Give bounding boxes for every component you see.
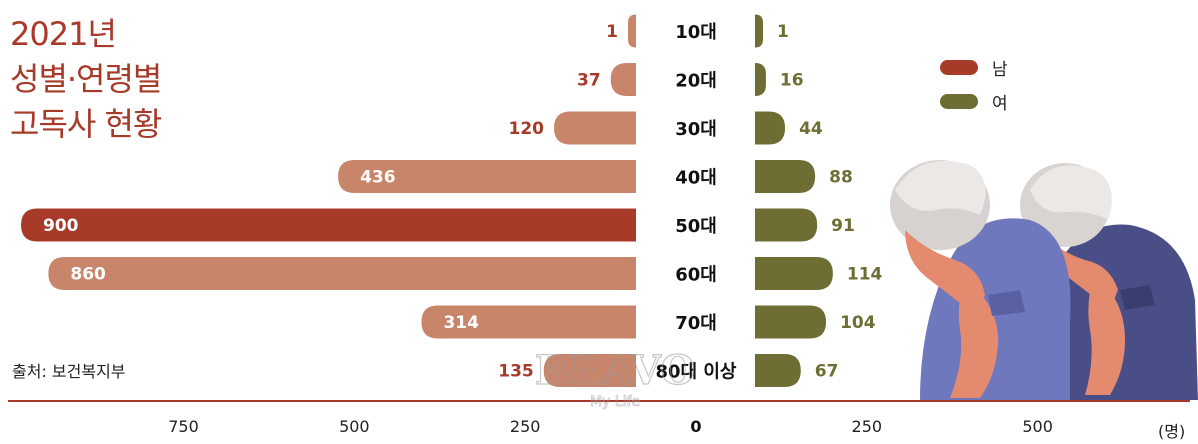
bar-female-1 bbox=[755, 63, 766, 96]
elderly-person-left-figure bbox=[890, 160, 1071, 400]
title-line-3: 고독사 현황 bbox=[10, 105, 162, 143]
data-label-female-1: 16 bbox=[780, 71, 804, 91]
data-label-male-3: 436 bbox=[360, 168, 396, 188]
category-label-1: 20대 bbox=[675, 71, 717, 92]
source-note: 출처: 보건복지부 bbox=[12, 362, 126, 381]
bar-female-0 bbox=[755, 14, 763, 48]
chart-title: 2021년 성별·연령별 고독사 현황 bbox=[10, 12, 162, 147]
category-label-5: 60대 bbox=[675, 265, 717, 286]
x-tick-left-2: 250 bbox=[510, 417, 541, 436]
data-label-female-6: 104 bbox=[840, 313, 876, 333]
category-label-0: 10대 bbox=[675, 22, 717, 43]
bar-female-2 bbox=[755, 111, 786, 145]
bar-male-4 bbox=[21, 208, 636, 242]
data-label-male-5: 860 bbox=[70, 265, 106, 285]
category-label-3: 40대 bbox=[675, 168, 717, 189]
legend-label-female: 여 bbox=[992, 93, 1008, 114]
elderly-person-right-figure bbox=[1020, 163, 1198, 400]
bar-male-0 bbox=[628, 14, 636, 48]
category-label-6: 70대 bbox=[675, 313, 717, 334]
bar-male-7 bbox=[543, 354, 636, 387]
bar-female-4 bbox=[755, 208, 818, 242]
bar-male-5 bbox=[48, 257, 636, 290]
data-label-male-1: 37 bbox=[577, 71, 601, 91]
bar-male-1 bbox=[610, 63, 636, 96]
data-label-female-7: 67 bbox=[815, 362, 839, 382]
legend-swatch-female bbox=[940, 93, 978, 109]
bar-male-3 bbox=[338, 160, 636, 193]
data-label-female-0: 1 bbox=[777, 22, 789, 42]
grieving-elderly-illustration bbox=[890, 160, 1198, 400]
legend-item-female: 여 bbox=[940, 84, 1008, 118]
data-label-male-0: 1 bbox=[606, 22, 618, 42]
legend: 남 여 bbox=[940, 50, 1008, 118]
x-tick-right-1: 500 bbox=[1022, 417, 1053, 436]
category-label-7: 80대 이상 bbox=[656, 362, 737, 383]
bar-male-6 bbox=[421, 305, 636, 339]
title-line-1: 2021년 bbox=[10, 15, 117, 53]
axis-unit-label: (명) bbox=[1158, 422, 1186, 441]
x-tick-right-0: 250 bbox=[852, 417, 883, 436]
x-tick-left-1: 500 bbox=[339, 417, 370, 436]
data-label-male-2: 120 bbox=[509, 119, 545, 139]
category-label-2: 30대 bbox=[675, 119, 717, 140]
data-label-female-3: 88 bbox=[829, 168, 853, 188]
bar-female-5 bbox=[755, 257, 833, 290]
bar-female-3 bbox=[755, 160, 816, 193]
data-label-male-7: 135 bbox=[498, 362, 534, 382]
data-label-female-4: 91 bbox=[831, 216, 855, 236]
data-label-female-5: 114 bbox=[847, 265, 883, 285]
x-tick-left-0: 750 bbox=[168, 417, 199, 436]
x-tick-zero: 0 bbox=[690, 417, 701, 436]
data-label-male-4: 900 bbox=[43, 216, 79, 236]
title-line-2: 성별·연령별 bbox=[10, 60, 162, 98]
bar-female-6 bbox=[755, 305, 827, 339]
bar-male-2 bbox=[554, 111, 636, 145]
data-label-male-6: 314 bbox=[443, 313, 479, 333]
bar-female-7 bbox=[755, 354, 801, 387]
legend-item-male: 남 bbox=[940, 50, 1008, 84]
legend-label-male: 남 bbox=[992, 59, 1008, 80]
category-label-4: 50대 bbox=[675, 216, 717, 237]
data-label-female-2: 44 bbox=[799, 119, 823, 139]
legend-swatch-male bbox=[940, 59, 978, 75]
